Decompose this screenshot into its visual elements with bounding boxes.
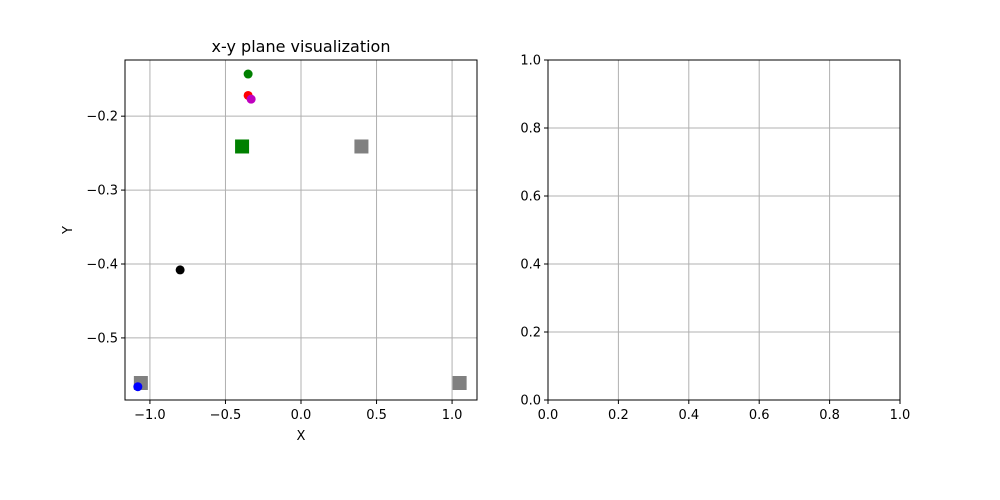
x-tick-label: 0.8 (819, 408, 840, 423)
data-marks (133, 69, 467, 392)
square-marker (235, 139, 250, 154)
y-axis-label: Y (61, 226, 76, 235)
x-tick-label: 0.5 (366, 408, 387, 423)
y-tick-label: −0.3 (86, 184, 118, 199)
y-tick-label: −0.2 (86, 110, 118, 125)
chart-title: x-y plane visualization (212, 37, 391, 56)
x-tick-label: 1.0 (890, 408, 911, 423)
x-axis-label: X (297, 429, 306, 444)
y-tick-label: −0.4 (86, 258, 118, 273)
square-marker (452, 376, 467, 390)
x-tick-label: 0.0 (291, 408, 312, 423)
y-tick-label: 0.0 (520, 394, 541, 409)
y-tick-label: −0.5 (86, 331, 118, 346)
y-tick-label: 0.2 (520, 326, 541, 341)
x-tick-label: 0.0 (538, 408, 559, 423)
y-tick-label: 0.8 (520, 122, 541, 137)
y-tick-label: 0.6 (520, 190, 541, 205)
square-marker (354, 139, 369, 154)
ticks: −1.0 −0.5 0.0 0.5 1.0 −0.2 −0.3 −0.4 −0.5 (86, 110, 462, 423)
point-marker (243, 69, 253, 79)
x-tick-label: −1.0 (134, 408, 166, 423)
ticks: 0.0 0.2 0.4 0.6 0.8 1.0 0.0 0.2 0.4 0.6 0.8 1.0 (520, 54, 910, 424)
xy-plane-axes: −1.0 −0.5 0.0 0.5 1.0 −0.2 −0.3 −0.4 −0.5 x-y pl… (61, 37, 478, 444)
axes-frame (547, 59, 901, 401)
x-tick-label: −0.5 (210, 408, 242, 423)
x-tick-label: 0.2 (608, 408, 629, 423)
point-marker (246, 94, 256, 104)
point-marker (133, 382, 143, 392)
x-tick-label: 0.6 (749, 408, 770, 423)
y-tick-label: 0.4 (520, 258, 541, 273)
x-tick-label: 1.0 (442, 408, 463, 423)
y-tick-label: 1.0 (520, 54, 541, 69)
empty-axes: 0.0 0.2 0.4 0.6 0.8 1.0 0.0 0.2 0.4 0.6 0.8 1.0 (520, 54, 910, 424)
grid (125, 60, 477, 400)
x-tick-label: 0.4 (678, 408, 699, 423)
point-marker (175, 265, 185, 275)
grid (547, 59, 901, 401)
